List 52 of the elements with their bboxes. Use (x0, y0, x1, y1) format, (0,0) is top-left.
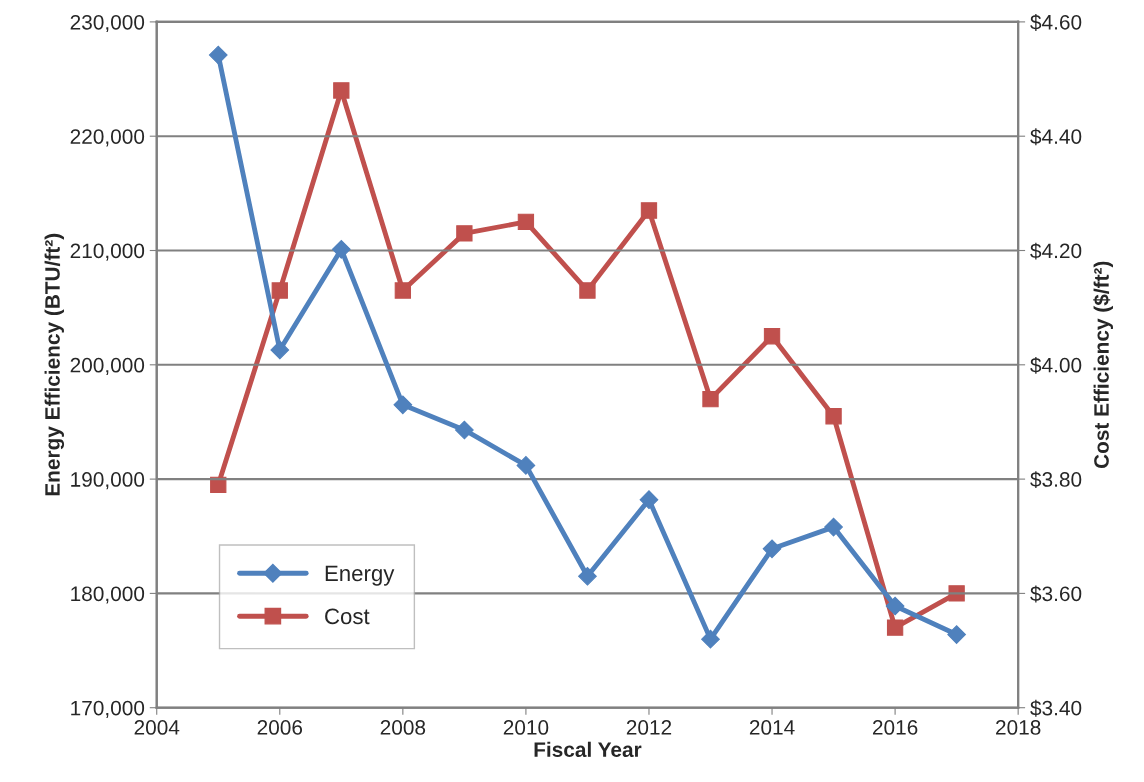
x-axis-title: Fiscal Year (534, 741, 642, 758)
y-tick-label: 170,000 (71, 700, 145, 718)
y-tick-label: 180,000 (71, 586, 145, 604)
x-tick-label: 2008 (380, 720, 426, 735)
x-tick-label: 2014 (749, 720, 795, 735)
y-tick-label: 200,000 (70, 357, 145, 376)
y2-tick-label: $4.20 (1030, 242, 1082, 260)
y2-tick-label: $4.40 (1030, 128, 1082, 146)
y2-tick-label: $3.60 (1030, 585, 1082, 603)
point (270, 340, 290, 360)
y-tick-label: 210,000 (70, 243, 145, 261)
point (763, 328, 781, 345)
point (701, 629, 720, 649)
point (456, 225, 473, 242)
point (824, 517, 843, 537)
y2-axis-title: Cost Efficiency ($/ft²) (1093, 261, 1113, 469)
x-tick-label: 2012 (626, 720, 672, 735)
point (762, 539, 782, 559)
point (885, 596, 905, 616)
point (886, 619, 904, 636)
point (640, 202, 658, 219)
point (947, 625, 966, 644)
y2-tick-label: $3.80 (1030, 471, 1082, 489)
y2-tick-label: $3.40 (1030, 699, 1082, 717)
point (331, 240, 351, 259)
point (516, 456, 536, 475)
point (333, 82, 350, 99)
y2-tick-label: $4.60 (1030, 14, 1082, 31)
x-tick-label: 2018 (996, 720, 1041, 735)
x-tick-label: 2016 (872, 720, 918, 735)
y-tick-label: 230,000 (70, 14, 145, 33)
x-tick-label: 2010 (503, 720, 549, 735)
x-tick-label: 2004 (134, 720, 180, 735)
legend-label: Cost (325, 608, 370, 625)
point (825, 408, 842, 425)
y-axis-title: Energy Efficiency (BTU/ft²) (44, 233, 65, 496)
y-tick-label: 220,000 (70, 129, 145, 147)
point (393, 395, 413, 415)
x-tick-label: 2006 (257, 720, 303, 735)
point (578, 566, 597, 586)
y2-tick-label: $4.00 (1030, 356, 1082, 374)
y-tick-label: 190,000 (71, 472, 145, 490)
point (517, 213, 535, 231)
point (639, 490, 659, 510)
legend-label: Energy (325, 565, 395, 586)
point (208, 45, 228, 65)
point (394, 282, 412, 299)
point (702, 390, 719, 408)
point (455, 420, 474, 440)
point (948, 585, 965, 602)
point (271, 282, 288, 299)
point (579, 282, 596, 299)
